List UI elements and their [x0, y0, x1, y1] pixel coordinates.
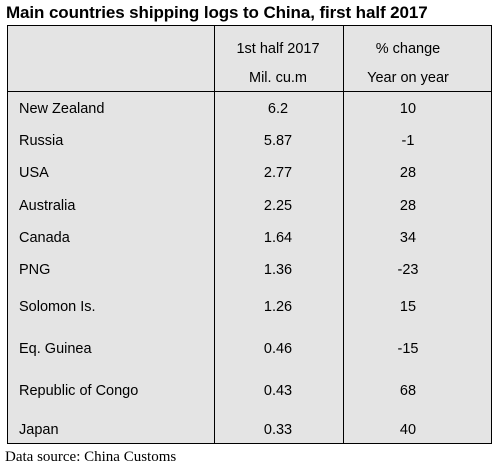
header-volume-line2: Mil. cu.m — [249, 70, 307, 86]
row-volume: 0.43 — [263, 383, 293, 399]
row-volume: 0.33 — [263, 422, 293, 438]
row-country: Japan — [19, 422, 59, 438]
shipping-table: 1st half 2017 Mil. cu.m % change Year on… — [7, 25, 492, 444]
row-change: -23 — [397, 262, 419, 278]
header-change-line2: Year on year — [367, 70, 449, 86]
row-country: New Zealand — [19, 101, 105, 117]
row-volume: 1.26 — [263, 299, 293, 315]
row-change: 28 — [399, 198, 417, 214]
row-volume: 1.64 — [263, 230, 293, 246]
row-volume: 0.46 — [263, 341, 293, 357]
row-change: -1 — [401, 133, 415, 149]
row-volume: 1.36 — [263, 262, 293, 278]
row-country: Solomon Is. — [19, 299, 96, 315]
row-country: PNG — [19, 262, 51, 278]
header-volume-line1: 1st half 2017 — [236, 41, 320, 57]
table-title: Main countries shipping logs to China, f… — [6, 3, 428, 22]
row-change: 34 — [399, 230, 417, 246]
column-divider — [343, 26, 344, 443]
row-volume: 2.25 — [263, 198, 293, 214]
row-change: 10 — [399, 101, 417, 117]
row-volume: 6.2 — [267, 101, 289, 117]
row-change: -15 — [397, 341, 419, 357]
row-country: Australia — [19, 198, 76, 214]
row-volume: 5.87 — [263, 133, 293, 149]
row-change: 15 — [399, 299, 417, 315]
data-source-note: Data source: China Customs — [5, 449, 177, 465]
row-volume: 2.77 — [263, 165, 293, 181]
row-country: Canada — [19, 230, 70, 246]
header-divider — [8, 91, 491, 92]
header-change-line1: % change — [375, 41, 441, 57]
column-divider — [214, 26, 215, 443]
row-country: Eq. Guinea — [19, 341, 92, 357]
row-change: 28 — [399, 165, 417, 181]
row-change: 40 — [399, 422, 417, 438]
row-country: USA — [19, 165, 49, 181]
row-country: Republic of Congo — [19, 383, 139, 399]
row-change: 68 — [399, 383, 417, 399]
row-country: Russia — [19, 133, 64, 149]
